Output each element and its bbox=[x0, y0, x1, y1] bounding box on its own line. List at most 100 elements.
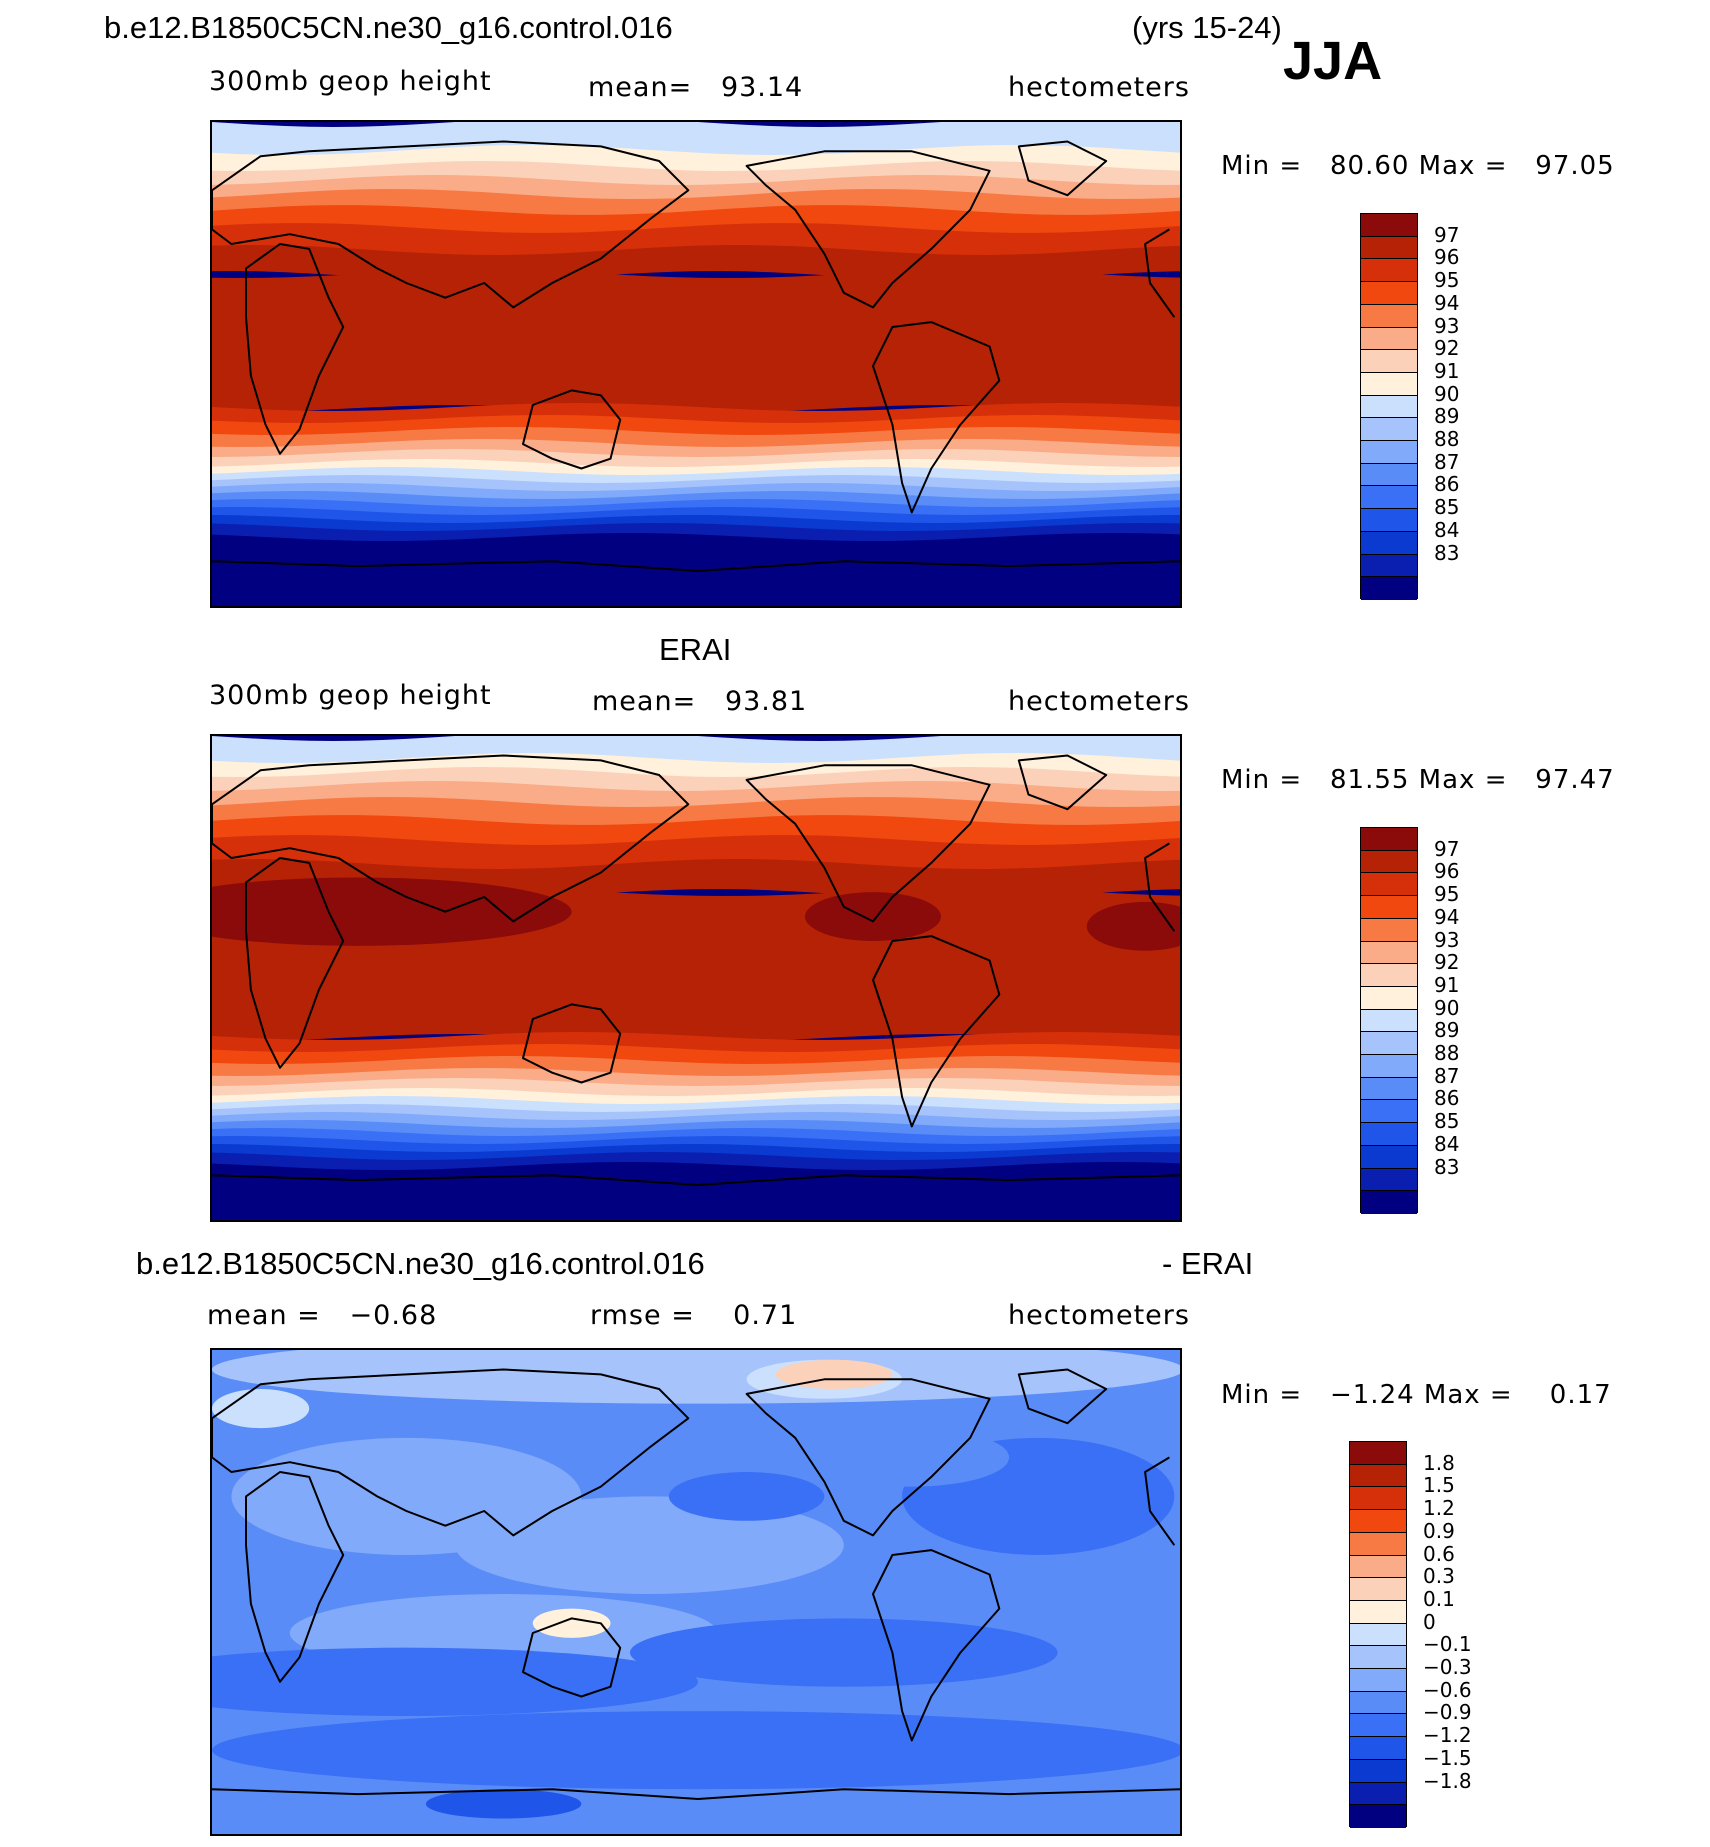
coastline bbox=[872, 1549, 1001, 1742]
colorbar-tick-label: 93 bbox=[1434, 313, 1460, 338]
colorbar-tick-label: 84 bbox=[1434, 517, 1460, 542]
panel2-colorbar bbox=[1360, 827, 1418, 1214]
colorbar-tick-label: 91 bbox=[1434, 358, 1460, 383]
coastline bbox=[245, 857, 345, 1069]
panel3-map bbox=[210, 1348, 1182, 1836]
colorbar-swatch bbox=[1361, 214, 1417, 237]
panel2-mean: mean= 93.81 bbox=[592, 686, 808, 717]
colorbar-tick-label: −1.5 bbox=[1423, 1745, 1472, 1770]
contour-band bbox=[212, 449, 1180, 469]
colorbar-swatch bbox=[1350, 1510, 1406, 1533]
colorbar-swatch bbox=[1361, 1191, 1417, 1214]
coastline bbox=[212, 1368, 690, 1537]
colorbar-tick-label: 89 bbox=[1434, 404, 1460, 429]
panel2-minmax: Min = 81.55 Max = 97.47 bbox=[1221, 765, 1615, 795]
colorbar-tick-label: 0.3 bbox=[1423, 1564, 1455, 1589]
season-label: JJA bbox=[1283, 31, 1383, 91]
colorbar-tick-label: 1.8 bbox=[1423, 1450, 1455, 1475]
colorbar-swatch bbox=[1361, 850, 1417, 874]
contour-band bbox=[212, 1112, 1180, 1130]
coastline bbox=[212, 754, 690, 923]
panel3-minmax: Min = −1.24 Max = 0.17 bbox=[1221, 1380, 1612, 1410]
contour-band bbox=[212, 145, 1180, 173]
panel3-units: hectometers bbox=[1008, 1300, 1190, 1331]
panel1-minmax: Min = 80.60 Max = 97.05 bbox=[1221, 151, 1615, 181]
contour-region bbox=[814, 1428, 1010, 1487]
colorbar-tick-label: 90 bbox=[1434, 995, 1460, 1020]
colorbar-tick-label: 92 bbox=[1434, 950, 1460, 975]
contour-band bbox=[212, 1044, 1180, 1066]
years-label: (yrs 15-24) bbox=[1132, 10, 1282, 45]
colorbar-tick-label: 94 bbox=[1434, 290, 1460, 315]
contour-band bbox=[212, 781, 1180, 809]
colorbar-swatch bbox=[1361, 1009, 1417, 1033]
colorbar-tick-label: 96 bbox=[1434, 245, 1460, 270]
colorbar-tick-label: 93 bbox=[1434, 927, 1460, 952]
coastline bbox=[745, 764, 991, 923]
colorbar-swatch bbox=[1350, 1532, 1406, 1556]
coastline bbox=[522, 389, 622, 470]
colorbar-tick-label: 97 bbox=[1434, 222, 1460, 247]
coastline bbox=[212, 1788, 1180, 1800]
colorbar-swatch bbox=[1350, 1600, 1406, 1624]
colorbar-swatch bbox=[1361, 941, 1417, 965]
colorbar-tick-label: 84 bbox=[1434, 1131, 1460, 1156]
colorbar-tick-label: 83 bbox=[1434, 1154, 1460, 1179]
coastline bbox=[1144, 1456, 1176, 1546]
panel1-mean: mean= 93.14 bbox=[588, 72, 804, 103]
colorbar-swatch bbox=[1361, 418, 1417, 442]
colorbar-tick-label: 1.5 bbox=[1423, 1473, 1455, 1498]
colorbar-swatch bbox=[1361, 1168, 1417, 1192]
contour-band bbox=[212, 753, 1180, 779]
colorbar-swatch bbox=[1361, 1077, 1417, 1101]
coastline bbox=[872, 321, 1001, 514]
colorbar-swatch bbox=[1350, 1691, 1406, 1715]
colorbar-tick-label: 83 bbox=[1434, 540, 1460, 565]
contour-band bbox=[212, 427, 1180, 449]
contour-band bbox=[212, 1056, 1180, 1078]
contour-region bbox=[425, 1789, 582, 1819]
colorbar-swatch bbox=[1350, 1464, 1406, 1488]
colorbar-tick-label: −1.2 bbox=[1423, 1723, 1472, 1748]
contour-band bbox=[212, 1096, 1180, 1114]
colorbar-swatch bbox=[1361, 896, 1417, 919]
colorbar-swatch bbox=[1361, 395, 1417, 419]
contour-band bbox=[212, 161, 1180, 187]
panel1-map bbox=[210, 120, 1182, 608]
colorbar-swatch bbox=[1350, 1782, 1406, 1806]
colorbar-swatch bbox=[1361, 327, 1417, 351]
contour-band bbox=[212, 189, 1180, 217]
colorbar-swatch bbox=[1361, 372, 1417, 396]
colorbar-tick-label: 95 bbox=[1434, 882, 1460, 907]
contour-band bbox=[212, 523, 1180, 543]
contour-band bbox=[212, 483, 1180, 501]
colorbar-tick-label: 0 bbox=[1423, 1609, 1436, 1634]
colorbar-swatch bbox=[1350, 1442, 1406, 1465]
colorbar-swatch bbox=[1361, 1100, 1417, 1124]
colorbar-tick-label: 87 bbox=[1434, 449, 1460, 474]
colorbar-tick-label: 0.9 bbox=[1423, 1518, 1455, 1543]
colorbar-swatch bbox=[1350, 1737, 1406, 1760]
coastline bbox=[745, 150, 991, 309]
colorbar-swatch bbox=[1350, 1578, 1406, 1601]
colorbar-swatch bbox=[1361, 304, 1417, 328]
contour-region bbox=[212, 1647, 698, 1716]
contour-region bbox=[212, 1350, 1180, 1404]
colorbar-tick-label: 88 bbox=[1434, 427, 1460, 452]
case-title: b.e12.B1850C5CN.ne30_g16.control.016 bbox=[104, 10, 673, 45]
panel2-title: ERAI bbox=[659, 632, 732, 667]
coastline bbox=[1144, 228, 1176, 318]
contour-band bbox=[212, 415, 1180, 437]
colorbar-tick-label: 91 bbox=[1434, 972, 1460, 997]
coastline bbox=[1017, 140, 1108, 197]
colorbar-swatch bbox=[1361, 964, 1417, 987]
contour-band bbox=[212, 467, 1180, 485]
coastline bbox=[212, 140, 690, 309]
colorbar-tick-label: 87 bbox=[1434, 1063, 1460, 1088]
colorbar-tick-label: 95 bbox=[1434, 268, 1460, 293]
colorbar-swatch bbox=[1361, 282, 1417, 305]
colorbar-swatch bbox=[1350, 1805, 1406, 1828]
contour-band bbox=[212, 1152, 1180, 1172]
coastline bbox=[872, 935, 1001, 1128]
colorbar-tick-label: 86 bbox=[1434, 1086, 1460, 1111]
